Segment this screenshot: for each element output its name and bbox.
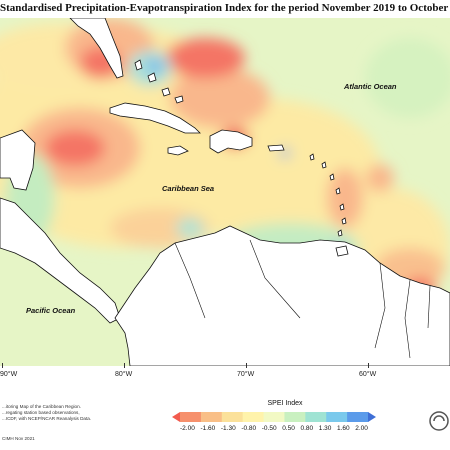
legend-tick: 1.30: [318, 425, 332, 432]
legend-swatch: [172, 412, 180, 422]
legend-tick: 0.50: [282, 425, 295, 432]
lon-tick: [2, 363, 3, 368]
lon-tick: [124, 363, 125, 368]
map-description: ...itoring Map of the Caribbean Region. …: [2, 404, 142, 422]
lon-label-90w: 90°W: [0, 371, 18, 378]
legend-title: SPEI Index: [267, 400, 303, 407]
legend-tick: 2.00: [355, 425, 368, 432]
caribbean-sea-label: Caribbean Sea: [162, 184, 215, 193]
lesser-antilles: [309, 153, 347, 237]
legend-ticks: -2.00 -1.60 -1.30 -0.80 -0.50 0.50 0.80 …: [180, 425, 368, 432]
lon-tick: [246, 363, 247, 368]
description-line: ...ICDF, with NCEP/NCAR Reanalysis Data.: [2, 416, 92, 421]
legend-swatch: [368, 412, 376, 422]
florida-land: [69, 18, 124, 79]
legend-swatch: [326, 412, 348, 422]
legend-tick: -0.50: [261, 425, 277, 432]
legend-swatches: [172, 412, 376, 422]
credit-text: CIMH Nov 2021: [2, 436, 35, 441]
description-line: ...regating station based observations,: [2, 410, 80, 415]
map-title: Standardised Precipitation-Evapotranspir…: [0, 2, 450, 14]
legend-swatch: [221, 412, 244, 422]
legend-tick: -1.60: [200, 425, 216, 432]
description-line: ...itoring Map of the Caribbean Region.: [2, 404, 81, 409]
lon-tick: [368, 363, 369, 368]
legend-tick: -0.80: [241, 425, 257, 432]
legend-swatch: [242, 412, 265, 422]
legend-swatch: [284, 412, 306, 422]
hispaniola-island: [209, 129, 253, 154]
bahamas-islands: [134, 59, 184, 104]
legend-tick: 1.60: [336, 425, 350, 432]
lon-label-70w: 70°W: [237, 371, 255, 378]
legend-swatch: [263, 412, 285, 422]
trinidad-island: [335, 245, 349, 257]
spei-map-canvas: [0, 18, 450, 366]
legend-swatch: [347, 412, 369, 422]
country-borders: [174, 239, 431, 359]
legend-tick: 0.80: [300, 425, 314, 432]
legend-colorbar: [172, 412, 376, 422]
legend-swatch: [200, 412, 223, 422]
lon-label-80w: 80°W: [115, 371, 133, 378]
atlantic-ocean-label: Atlantic Ocean: [344, 82, 397, 91]
puerto-rico-island: [267, 144, 285, 152]
land-masses: [0, 18, 450, 366]
legend-swatch: [180, 412, 202, 422]
cimh-logo-icon: [429, 411, 449, 431]
cuba-island: [109, 102, 201, 134]
lon-label-60w: 60°W: [359, 371, 377, 378]
legend-swatch: [305, 412, 327, 422]
spei-map: [0, 18, 450, 366]
jamaica-island: [167, 145, 189, 156]
legend-tick: -2.00: [180, 425, 195, 432]
pacific-ocean-label: Pacific Ocean: [26, 306, 76, 315]
legend-tick: -1.30: [220, 425, 236, 432]
central-america-land: [0, 129, 36, 191]
